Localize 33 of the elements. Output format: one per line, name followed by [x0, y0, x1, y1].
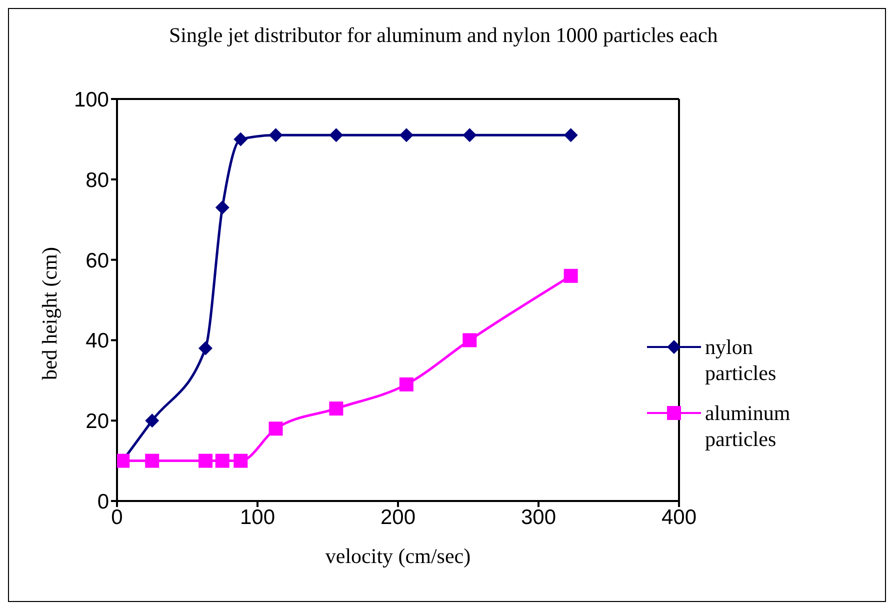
- point: [329, 402, 344, 416]
- y-tick-label: 60: [86, 249, 109, 272]
- point: [399, 377, 414, 392]
- y-tick-label: 80: [86, 168, 109, 192]
- y-tick-label: 100: [74, 88, 109, 112]
- point: [215, 200, 230, 215]
- y-axis-title: bed height (cm): [37, 247, 62, 380]
- chart-title: Single jet distributor for aluminum and nylon 1000 particles each: [169, 23, 718, 48]
- x-axis-title: velocity (cm/sec): [325, 544, 471, 568]
- y-tick-label: 20: [86, 410, 109, 434]
- point: [268, 128, 283, 142]
- point: [234, 454, 248, 468]
- y-tick-label: 40: [86, 330, 109, 353]
- y-tick-label: 0: [97, 490, 109, 514]
- legend-label: nylon particles: [705, 334, 778, 386]
- point: [564, 268, 578, 283]
- point: [198, 454, 213, 468]
- x-tick-label: 200: [380, 506, 416, 529]
- point: [268, 422, 283, 436]
- point: [399, 128, 414, 142]
- point: [145, 454, 160, 468]
- point: [462, 128, 477, 142]
- point: [198, 341, 213, 356]
- point: [329, 128, 344, 142]
- x-tick-label: 400: [661, 506, 697, 529]
- x-tick-label: 100: [240, 506, 276, 529]
- point: [215, 454, 230, 468]
- x-tick-label: 300: [520, 506, 556, 529]
- point: [462, 333, 477, 348]
- legend-label: aluminum particles: [705, 400, 792, 452]
- point: [145, 414, 160, 428]
- point: [564, 128, 578, 142]
- point: [234, 132, 248, 146]
